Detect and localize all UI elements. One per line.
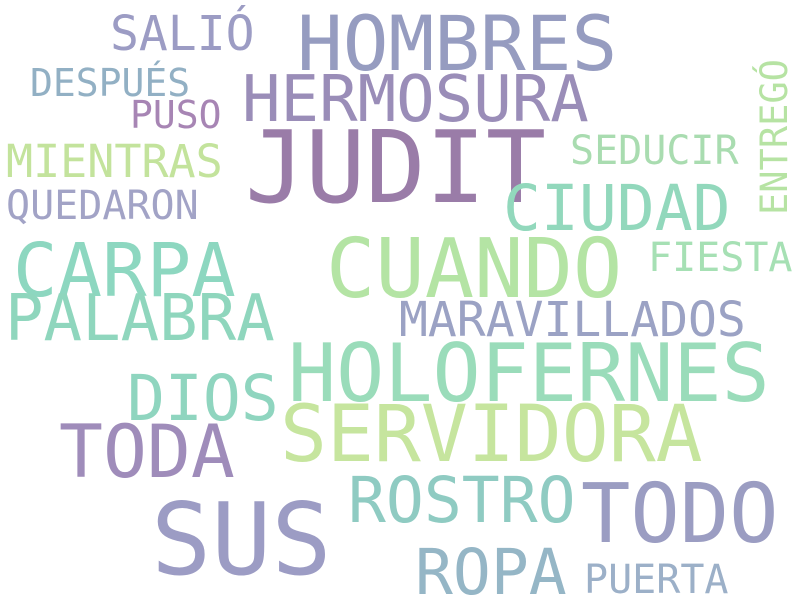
word-dios: DIOS bbox=[127, 362, 279, 435]
word-maravillados: MARAVILLADOS bbox=[399, 292, 746, 348]
word-ciudad: CIUDAD bbox=[503, 172, 731, 245]
word-puerta: PUERTA bbox=[584, 557, 729, 600]
word-holofernes: HOLOFERNES bbox=[288, 327, 770, 420]
word-sus: SUS bbox=[151, 481, 332, 598]
word-servidora: SERVIDORA bbox=[280, 390, 703, 480]
word-mientras: MIENTRAS bbox=[6, 135, 223, 188]
word-hombres: HOMBRES bbox=[297, 0, 618, 88]
word-judit: JUDIT bbox=[245, 109, 547, 226]
word-todo: TODO bbox=[581, 467, 779, 562]
word-rostro: ROSTRO bbox=[348, 464, 576, 537]
word-ropa: ROPA bbox=[415, 536, 567, 600]
word-despues: DESPUÉS bbox=[30, 61, 191, 105]
word-carpa: CARPA bbox=[13, 228, 236, 314]
word-cuando: CUANDO bbox=[326, 222, 623, 317]
word-entrego: ENTREGÓ bbox=[753, 59, 796, 215]
word-salio: SALIÓ bbox=[110, 6, 255, 62]
word-seducir: SEDUCIR bbox=[570, 128, 739, 174]
word-quedaron: QUEDARON bbox=[6, 183, 199, 229]
word-toda: TODA bbox=[59, 410, 235, 495]
word-puso: PUSO bbox=[130, 93, 222, 137]
word-fiesta: FIESTA bbox=[648, 235, 793, 281]
word-palabra: PALABRA bbox=[5, 282, 275, 356]
word-hermosura: HERMOSURA bbox=[242, 63, 589, 137]
